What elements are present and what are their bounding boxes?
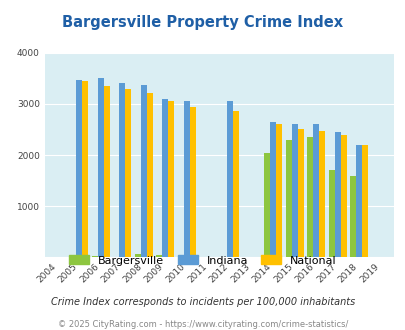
Bar	[297, 129, 303, 257]
Bar	[318, 131, 324, 257]
Text: Bargersville Property Crime Index: Bargersville Property Crime Index	[62, 15, 343, 30]
Bar	[285, 140, 291, 257]
Bar	[119, 83, 125, 257]
Bar	[141, 85, 147, 257]
Bar	[168, 101, 174, 257]
Bar	[356, 145, 361, 257]
Bar	[134, 254, 141, 257]
Bar	[76, 80, 82, 257]
Bar	[340, 135, 346, 257]
Bar	[147, 93, 152, 257]
Text: © 2025 CityRating.com - https://www.cityrating.com/crime-statistics/: © 2025 CityRating.com - https://www.city…	[58, 319, 347, 329]
Bar	[263, 152, 269, 257]
Bar	[269, 122, 275, 257]
Bar	[92, 256, 98, 257]
Bar	[232, 111, 239, 257]
Legend: Bargersville, Indiana, National: Bargersville, Indiana, National	[65, 251, 340, 270]
Bar	[156, 255, 162, 257]
Bar	[350, 176, 356, 257]
Bar	[312, 124, 318, 257]
Bar	[162, 99, 168, 257]
Bar	[190, 107, 196, 257]
Bar	[183, 101, 190, 257]
Bar	[328, 170, 334, 257]
Bar	[307, 137, 312, 257]
Bar	[275, 124, 281, 257]
Bar	[82, 81, 88, 257]
Bar	[125, 88, 131, 257]
Bar	[226, 101, 232, 257]
Text: Crime Index corresponds to incidents per 100,000 inhabitants: Crime Index corresponds to incidents per…	[51, 297, 354, 307]
Bar	[361, 145, 367, 257]
Bar	[334, 132, 340, 257]
Bar	[103, 86, 109, 257]
Bar	[291, 124, 297, 257]
Bar	[98, 79, 103, 257]
